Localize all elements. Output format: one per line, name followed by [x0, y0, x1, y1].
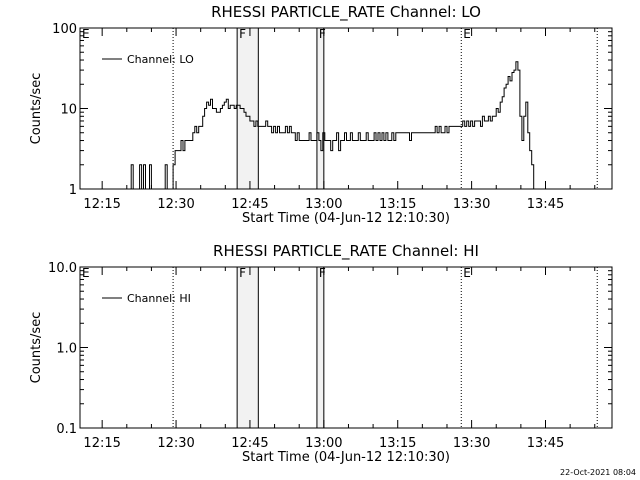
chart-1-title: RHESSI PARTICLE_RATE Channel: LO: [211, 3, 481, 22]
chart-1-x-tick-label: 13:30: [453, 197, 490, 212]
chart-2-y-tick-label: 10.0: [48, 261, 77, 276]
chart-1-x-tick-label: 13:15: [379, 197, 416, 212]
chart-1-flag-label: E: [463, 27, 471, 41]
chart-1-x-tick-label: 12:15: [83, 197, 120, 212]
chart-2-legend-label: Channel: HI: [127, 292, 191, 305]
chart-1-x-tick-label: 12:45: [231, 197, 268, 212]
chart-1-legend-label: Channel: LO: [127, 53, 194, 66]
chart-1-x-axis-label: Start Time (04-Jun-12 12:10:30): [242, 211, 450, 226]
chart-1-y-tick-label: 10: [60, 103, 77, 118]
chart-2-plot: E F F E 0.1 1.0 10.0 12:15 12:30 12:45 13:00 13:15 1…: [29, 242, 613, 465]
chart-2-x-tick-label: 13:15: [379, 436, 416, 451]
chart-1-x-tick-label: 13:45: [527, 197, 564, 212]
chart-1-shaded-interval: [316, 27, 325, 190]
chart-2-shaded-interval: [316, 266, 325, 429]
chart-2-flag-label: E: [463, 266, 471, 280]
chart-1-flag-label: F: [319, 27, 326, 41]
chart-2-x-tick-label: 13:00: [305, 436, 342, 451]
chart-2-x-axis-label: Start Time (04-Jun-12 12:10:30): [242, 450, 450, 465]
chart-1-x-tick-label: 13:00: [305, 197, 342, 212]
chart-2-flag-label: F: [319, 266, 326, 280]
chart-2-y-tick-label: 0.1: [56, 422, 77, 437]
chart-2-x-tick-label: 12:15: [83, 436, 120, 451]
chart-2-shaded-interval: [236, 266, 259, 429]
chart-2-y-tick-label: 1.0: [56, 342, 77, 357]
chart-1-y-tick-label: 100: [52, 22, 77, 37]
footer-timestamp: 22-Oct-2021 08:04: [560, 468, 636, 477]
chart-2-x-tick-label: 13:45: [527, 436, 564, 451]
chart-1-x-tick-label: 12:30: [157, 197, 194, 212]
chart-2-title: RHESSI PARTICLE_RATE Channel: HI: [213, 242, 479, 261]
chart-1-series-line: [129, 61, 536, 190]
chart-2-flag-label: F: [239, 266, 246, 280]
chart-1-plot: E F F E 1 10 100 12:15 12:30 12:45 13:00 13:15 13:30…: [29, 3, 613, 226]
chart-1-y-tick-label: 1: [69, 183, 77, 198]
chart-2-x-tick-label: 12:45: [231, 436, 268, 451]
chart-2-flag-label: E: [82, 266, 90, 280]
chart-2-y-axis-label: Counts/sec: [29, 312, 44, 384]
chart-1-flag-label: E: [82, 27, 90, 41]
chart-1-y-axis-label: Counts/sec: [29, 73, 44, 145]
chart-2-x-tick-label: 12:30: [157, 436, 194, 451]
chart-2-x-tick-label: 13:30: [453, 436, 490, 451]
chart-1-flag-label: F: [239, 27, 246, 41]
